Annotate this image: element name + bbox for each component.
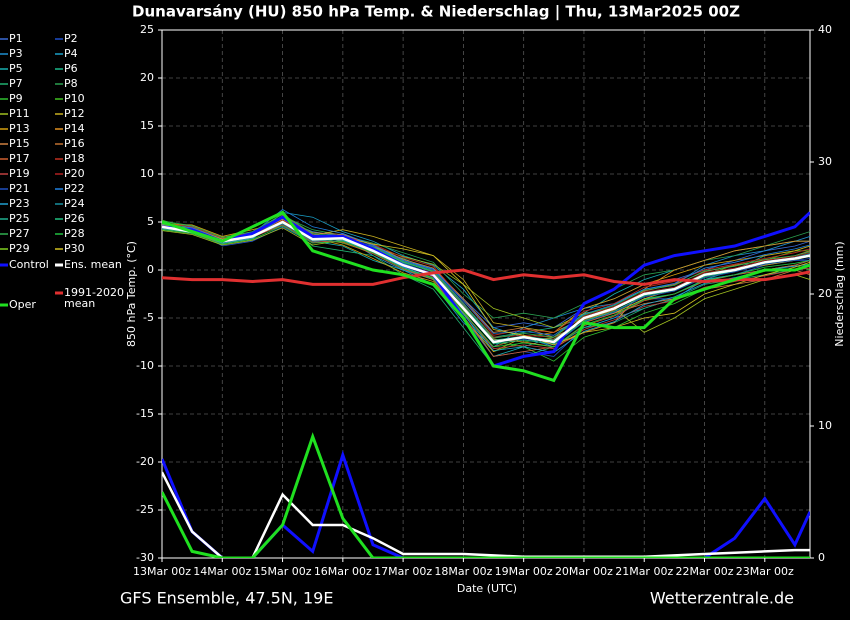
- legend-label: 1991-2020 mean: [64, 286, 124, 310]
- legend-label: P4: [64, 47, 78, 60]
- legend-label: P20: [64, 167, 85, 180]
- x-axis-label: Date (UTC): [457, 582, 517, 595]
- y2-tick-label: 30: [818, 155, 832, 168]
- legend-label: P27: [9, 227, 30, 240]
- legend-label: P3: [9, 47, 23, 60]
- legend-label: P2: [64, 32, 78, 45]
- y-axis-label: 850 hPa Temp. (°C): [125, 241, 138, 347]
- legend-label: P15: [9, 137, 30, 150]
- legend-label: P5: [9, 62, 23, 75]
- legend-label: P16: [64, 137, 85, 150]
- y-tick-label: -15: [136, 407, 154, 420]
- x-tick-label: 23Mar 00z: [736, 565, 794, 578]
- legend-label: P18: [64, 152, 85, 165]
- legend-label: Oper: [9, 298, 36, 311]
- x-tick-label: 19Mar 00z: [495, 565, 553, 578]
- legend-label: P22: [64, 182, 85, 195]
- y-tick-label: 20: [140, 71, 154, 84]
- y-tick-label: 10: [140, 167, 154, 180]
- precip-line: [162, 432, 810, 558]
- y-tick-label: -30: [136, 551, 154, 564]
- x-tick-label: 13Mar 00z: [133, 565, 191, 578]
- legend-label: P28: [64, 227, 85, 240]
- temp-line: [162, 268, 810, 286]
- temp-line: [162, 220, 810, 344]
- legend-label: P10: [64, 92, 85, 105]
- x-tick-label: 21Mar 00z: [615, 565, 673, 578]
- y-tick-label: -10: [136, 359, 154, 372]
- legend-label: P23: [9, 197, 30, 210]
- x-tick-label: 22Mar 00z: [675, 565, 733, 578]
- legend-label: P26: [64, 212, 85, 225]
- y2-tick-label: 40: [818, 23, 832, 36]
- temp-line: [162, 219, 810, 338]
- x-tick-label: 17Mar 00z: [374, 565, 432, 578]
- x-tick-label: 16Mar 00z: [314, 565, 372, 578]
- x-tick-label: 18Mar 00z: [434, 565, 492, 578]
- legend-label: P14: [64, 122, 85, 135]
- legend-label: P6: [64, 62, 78, 75]
- y-tick-label: 5: [147, 215, 154, 228]
- legend-label: P17: [9, 152, 30, 165]
- legend-label-part: 1991-2020: [64, 286, 124, 299]
- legend-label: P25: [9, 212, 30, 225]
- legend-label: P30: [64, 242, 85, 255]
- legend-label: P12: [64, 107, 85, 120]
- legend-label: P29: [9, 242, 30, 255]
- legend-label: P9: [9, 92, 23, 105]
- y2-tick-label: 10: [818, 419, 832, 432]
- footer-right: Wetterzentrale.de: [650, 589, 794, 608]
- legend-label: Ens. mean: [64, 258, 122, 271]
- temp-line: [162, 225, 810, 348]
- temp-line: [162, 227, 810, 333]
- x-tick-label: 15Mar 00z: [254, 565, 312, 578]
- x-tick-label: 20Mar 00z: [555, 565, 613, 578]
- legend-label: Control: [9, 258, 49, 271]
- legend-label: P1: [9, 32, 23, 45]
- y-tick-label: 15: [140, 119, 154, 132]
- y-tick-label: -5: [143, 311, 154, 324]
- y2-axis-label: Niederschlag (mm): [833, 241, 846, 346]
- temp-line: [162, 213, 810, 339]
- x-tick-label: 14Mar 00z: [193, 565, 251, 578]
- y-tick-label: 25: [140, 23, 154, 36]
- footer-left: GFS Ensemble, 47.5N, 19E: [120, 589, 333, 608]
- legend-label: P24: [64, 197, 85, 210]
- y2-tick-label: 20: [818, 287, 832, 300]
- precip-line: [162, 471, 810, 558]
- y2-tick-label: 0: [818, 551, 825, 564]
- y-tick-label: 0: [147, 263, 154, 276]
- legend-label: P21: [9, 182, 30, 195]
- legend-label: P8: [64, 77, 78, 90]
- y-tick-label: -20: [136, 455, 154, 468]
- legend-label: P13: [9, 122, 30, 135]
- temp-line: [162, 210, 810, 383]
- legend-label-part: mean: [64, 297, 95, 310]
- legend-label: P11: [9, 107, 30, 120]
- legend-label: P7: [9, 77, 23, 90]
- y-tick-label: -25: [136, 503, 154, 516]
- legend-label: P19: [9, 167, 30, 180]
- chart-title: Dunavarsány (HU) 850 hPa Temp. & Nieders…: [132, 3, 740, 22]
